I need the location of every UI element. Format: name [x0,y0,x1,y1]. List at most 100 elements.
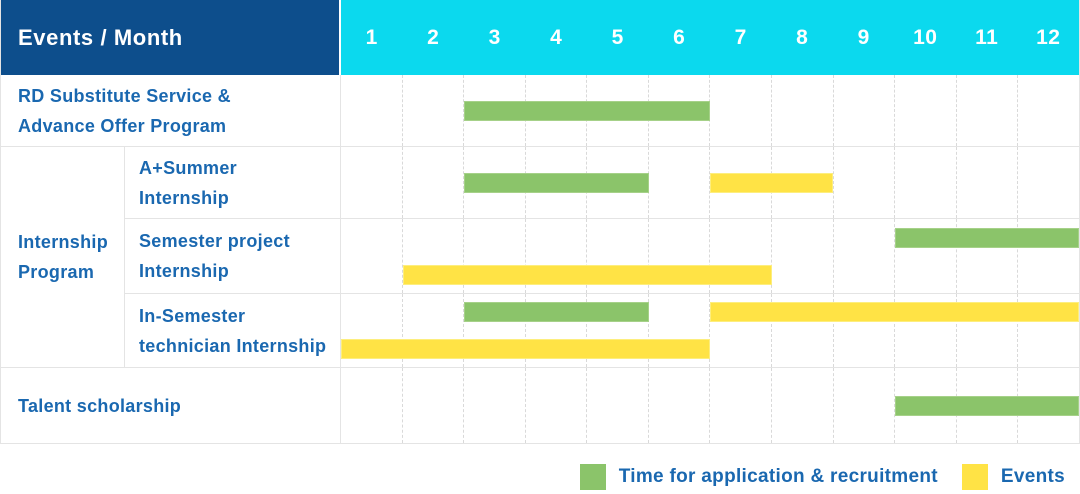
month-header-cell: 12 [1036,25,1061,49]
row-semester-project-internship: Semester project Internship [125,219,1079,294]
month-grid-cell [341,75,403,146]
timeline-track [341,147,1079,218]
month-grid-cell [772,219,834,293]
month-header-cell: 9 [857,25,870,49]
month-grid-cell [772,294,834,367]
month-grid-cell [403,75,465,146]
month-grid-cell [772,147,834,218]
month-header-cell: 11 [975,25,999,49]
month-grid-cell [649,219,711,293]
row-label-in-semester-technician-internship: In-Semester technician Internship [125,294,341,367]
legend-label-recruitment: Time for application & recruitment [618,466,938,487]
month-grid-cell [341,147,403,218]
label-line: Internship [139,187,230,208]
month-header-cell: 6 [673,25,686,49]
month-grid-cell [710,75,773,146]
row-talent-scholarship: Talent scholarship [1,368,1079,443]
month-grid-cell [649,147,711,218]
month-grid-cell [834,147,896,218]
timeline-track [341,75,1079,146]
month-grid-cell [403,368,465,443]
row-label-semester-project-internship: Semester project Internship [125,219,341,293]
month-grid-cell [341,294,403,367]
month-grid-cell [895,219,957,293]
month-grid-cell [403,294,465,367]
month-header-strip: 1 2 3 4 5 6 7 8 9 10 11 12 [339,0,1079,75]
month-grid-cell [526,294,588,367]
group-label-internship-program: Internship Program [1,147,125,367]
row-a-plus-summer-internship: A+Summer Internship [125,147,1079,219]
timeline-track [341,368,1079,443]
timeline-tracks [341,219,1079,293]
timeline-in-semester-technician-internship [341,294,1079,367]
row-label-rd-substitute-service: RD Substitute Service & Advance Offer Pro… [1,75,341,146]
label-line: A+Summer [139,157,237,178]
month-grid-cell [649,368,711,443]
gantt-bar-recruitment [464,100,710,121]
month-grid-cell [710,368,773,443]
label-line: In-Semester [139,305,246,326]
month-grid-cell [464,219,526,293]
internship-program-subrows: A+Summer Internship Semester project Inter… [125,147,1079,367]
gantt-bar-event [402,264,772,285]
gantt-bar-event [341,338,710,359]
month-grid-cell [957,219,1019,293]
month-grid-cell [710,294,773,367]
month-grid-cell [403,219,465,293]
timeline-talent-scholarship [341,368,1079,443]
month-grid-cell [526,368,588,443]
month-grid-cell [772,75,834,146]
month-grid-cell [895,75,957,146]
month-grid-cell [587,368,649,443]
month-grid-cell [957,294,1019,367]
gantt-bar-recruitment [894,395,1079,416]
events-month-table: Events / Month 1 2 3 4 5 6 7 8 9 10 11 12 RD Substi… [0,0,1080,444]
month-header-cell: 4 [550,25,563,49]
month-grid-cell [957,147,1019,218]
legend-swatch-events-icon [961,464,988,490]
timeline-track-lower [341,331,1079,368]
label-line: Semester project [139,231,290,251]
month-grid-cell [772,368,834,443]
month-grid-cell [710,219,773,293]
month-grid-cell [341,219,403,293]
label-line: technician Internship [139,335,327,356]
month-grid-cell [957,75,1019,146]
month-gridlines [341,294,1079,367]
timeline-rd-substitute-service [341,75,1079,146]
month-grid-cell [834,294,896,367]
month-header-cell: 2 [427,25,440,49]
month-grid-cell [464,368,526,443]
group-internship-program: Internship Program A+Summer Internship Sem… [1,147,1079,368]
row-in-semester-technician-internship: In-Semester technician Internship [125,294,1079,367]
legend-swatch-recruitment-icon [579,464,606,490]
month-grid-cell [341,368,403,443]
timeline-tracks [341,75,1079,146]
month-grid-cell [403,147,465,218]
timeline-track-lower [341,256,1079,293]
month-header-cell: 8 [796,25,809,49]
timeline-a-plus-summer-internship [341,147,1079,218]
legend-label-events: Events [1000,466,1065,487]
row-label-talent-scholarship: Talent scholarship [1,368,341,443]
row-rd-substitute-service: RD Substitute Service & Advance Offer Pro… [1,75,1079,147]
month-header-cell: 7 [734,25,747,49]
gantt-bar-recruitment [464,302,649,323]
table-header-row: Events / Month 1 2 3 4 5 6 7 8 9 10 11 12 [1,0,1079,75]
label-line: Program [18,262,95,282]
month-header-cell: 10 [913,25,938,49]
gantt-bar-event [710,302,1079,323]
month-grid-cell [587,219,649,293]
month-grid-cell [834,75,896,146]
legend: Time for application & recruitment Event… [0,464,1080,490]
row-label-a-plus-summer-internship: A+Summer Internship [125,147,341,218]
month-header-cell: 5 [611,25,624,49]
gantt-bar-recruitment [464,172,649,193]
label-line: Internship [18,232,109,252]
month-header-cell: 1 [365,25,378,49]
label-line: RD Substitute Service & [18,85,231,106]
gantt-bar-recruitment [894,227,1079,248]
label-line: Talent scholarship [18,395,182,416]
month-grid-cell [526,219,588,293]
